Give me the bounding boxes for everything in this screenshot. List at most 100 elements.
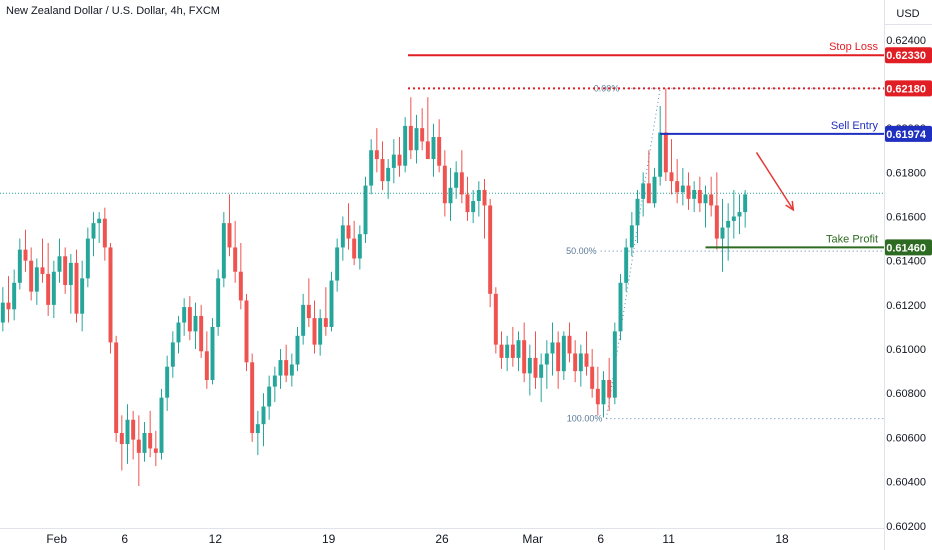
candle-body <box>675 181 680 193</box>
candle-body <box>442 165 447 204</box>
entry-price-tag-label: 0.61974 <box>886 129 927 141</box>
candle-body <box>652 176 657 204</box>
candle <box>23 229 28 272</box>
candle-body <box>335 247 340 281</box>
price-tick-label: 0.61600 <box>886 212 926 224</box>
candle-body <box>267 386 272 407</box>
time-tick-label: 12 <box>209 532 223 546</box>
candle-body <box>23 249 28 261</box>
candle <box>221 212 226 288</box>
candle <box>516 331 521 372</box>
candle <box>476 181 481 217</box>
candle-body <box>210 326 215 380</box>
candle-body <box>556 342 561 372</box>
candle <box>675 159 680 204</box>
candle <box>29 247 34 301</box>
candle-body <box>533 357 538 378</box>
price-tick-label: 0.61000 <box>886 344 926 356</box>
candle-body <box>97 218 102 224</box>
candle <box>125 404 130 464</box>
candle-body <box>658 132 663 177</box>
candle-body <box>329 280 334 327</box>
candle-body <box>272 375 277 387</box>
time-tick-label: 6 <box>597 532 604 546</box>
candle <box>153 430 158 467</box>
candle <box>136 415 141 487</box>
candle-body <box>459 172 464 195</box>
candle-body <box>159 397 164 453</box>
candle-body <box>63 256 68 285</box>
candle <box>522 322 527 383</box>
candle-body <box>635 198 640 226</box>
candle-body <box>573 353 578 372</box>
candle <box>97 212 102 244</box>
candle-body <box>612 331 617 398</box>
candle-body <box>29 260 34 292</box>
candle-body <box>131 419 136 440</box>
candle <box>505 335 510 372</box>
candle-body <box>493 293 498 345</box>
fib-level-label: 0.00% <box>594 83 620 93</box>
candle <box>335 238 340 292</box>
time-tick-label: 26 <box>435 532 449 546</box>
candle <box>442 150 447 217</box>
candle-body <box>46 273 51 305</box>
candle-body <box>595 388 600 405</box>
candle <box>493 287 498 354</box>
candle <box>238 243 243 310</box>
candle-body <box>686 185 691 199</box>
candle-body <box>250 362 255 434</box>
candle <box>91 212 96 257</box>
candle <box>612 322 617 405</box>
candle <box>499 331 504 369</box>
candle-body <box>68 262 73 285</box>
candle <box>187 296 192 341</box>
candle <box>6 276 11 323</box>
candle <box>646 150 651 204</box>
candle <box>397 136 402 177</box>
stop-label: Stop Loss <box>829 41 878 53</box>
candle <box>709 176 714 217</box>
candle <box>227 194 232 257</box>
time-tick-label: Mar <box>522 532 543 546</box>
candle-body <box>607 379 612 398</box>
profit-price-tag <box>885 239 932 256</box>
candle <box>567 322 572 363</box>
candle <box>391 139 396 184</box>
candle <box>261 393 266 447</box>
candle-body <box>499 344 504 358</box>
candle-body <box>516 340 521 358</box>
candle <box>102 207 107 261</box>
candle <box>74 249 79 323</box>
candle-body <box>301 304 306 336</box>
levels: 0.00% 50.00% 100.00% Stop Loss Sell Entry Tak… <box>408 41 884 424</box>
candle <box>527 344 532 396</box>
candle <box>590 349 595 398</box>
candle-body <box>199 315 204 352</box>
candle-body <box>318 318 323 345</box>
profit-price-tag-label: 0.61460 <box>886 242 926 254</box>
candle-body <box>584 353 589 367</box>
candle <box>578 344 583 387</box>
candle <box>216 269 221 336</box>
candle <box>272 366 277 403</box>
candle-body <box>0 302 5 323</box>
candle <box>284 344 289 383</box>
candle <box>658 106 663 186</box>
time-tick-label: 6 <box>121 532 128 546</box>
candle <box>459 150 464 204</box>
candle-body <box>193 315 198 332</box>
time-tick-label: 11 <box>662 532 675 546</box>
candle <box>323 287 328 336</box>
candle <box>233 220 238 283</box>
candle <box>374 128 379 173</box>
candle-body <box>108 247 113 343</box>
candle <box>278 349 283 389</box>
candle <box>306 278 311 327</box>
price-tick-label: 0.60400 <box>886 477 926 489</box>
candle <box>595 366 600 416</box>
candle-body <box>125 419 130 445</box>
candle-body <box>437 136 442 166</box>
candle <box>471 189 476 224</box>
